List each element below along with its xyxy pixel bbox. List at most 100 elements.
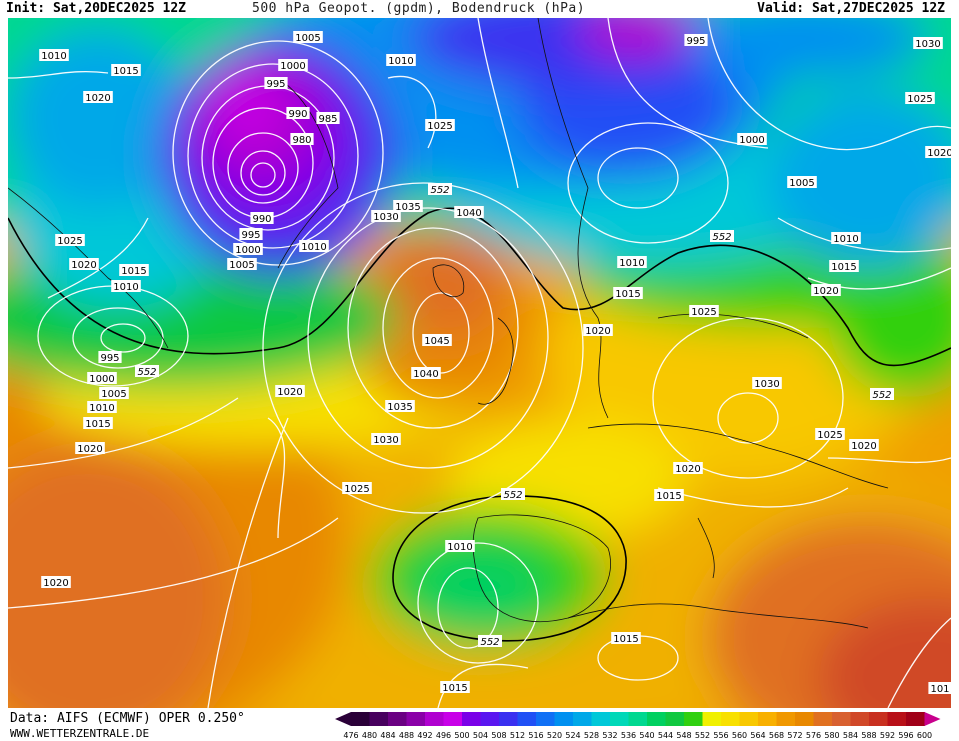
legend-level-label: 524 [565, 731, 580, 740]
pressure-label: 1010 [301, 242, 326, 253]
pressure-label-bg [39, 49, 69, 61]
legend-level-label: 476 [343, 731, 358, 740]
legend-swatch [832, 712, 851, 726]
legend-swatch [610, 712, 629, 726]
legend-level-label: 576 [806, 731, 821, 740]
legend-level-label: 588 [861, 731, 876, 740]
legend-swatch [425, 712, 444, 726]
pressure-label-bg [393, 200, 423, 212]
legend-level-label: 488 [399, 731, 414, 740]
pressure-label-bg [227, 258, 257, 270]
pressure-label: 1000 [89, 374, 114, 385]
label-552: 552 [137, 367, 156, 378]
pressure-label: 1030 [373, 212, 398, 223]
pressure-label: 995 [686, 36, 705, 47]
pressure-label: 1005 [295, 33, 320, 44]
pressure-label-bg [264, 77, 288, 89]
pressure-label: 995 [241, 230, 260, 241]
legend-swatch [554, 712, 574, 726]
pressure-label: 1010 [89, 403, 114, 414]
pressure-label-bg [83, 417, 113, 429]
pressure-label-bg [583, 324, 613, 336]
legend-level-label: 536 [621, 731, 636, 740]
pressure-label-bg [422, 334, 452, 346]
pressure-label: 1030 [754, 379, 779, 390]
pressure-label-bg [815, 428, 845, 440]
legend-level-label: 540 [639, 731, 654, 740]
labels-552: 552 552 552 552 552 552 [135, 183, 894, 648]
pressure-label-bg [673, 462, 703, 474]
legend-swatch [850, 712, 870, 726]
pressure-label-bg [905, 92, 935, 104]
pressure-label-bg [928, 682, 951, 694]
pressure-label: 1005 [101, 389, 126, 400]
pressure-label: 1030 [915, 39, 940, 50]
legend-swatch [462, 712, 481, 726]
legend-level-label: 572 [787, 731, 802, 740]
pressure-label: 1035 [395, 202, 420, 213]
pressure-label: 1005 [789, 178, 814, 189]
legend-swatch [721, 712, 740, 726]
pressure-label-bg [342, 482, 372, 494]
pressure-label-bg [371, 210, 401, 222]
pressure-label: 1025 [57, 236, 82, 247]
pressure-label-bg [684, 34, 708, 46]
legend-swatch [591, 712, 611, 726]
pressure-label-bg [119, 264, 149, 276]
pressure-label: 1015 [656, 491, 681, 502]
pressure-label-bg [99, 387, 129, 399]
legend-level-label: 532 [602, 731, 617, 740]
pressure-label: 1015 [442, 683, 467, 694]
legend-level-label: 548 [676, 731, 691, 740]
legend-swatch [702, 712, 722, 726]
pressure-label-bg [275, 385, 305, 397]
pressure-label-bg [87, 372, 117, 384]
legend-level-label: 496 [436, 731, 451, 740]
footer-bar: Data: AIFS (ECMWF) OPER 0.250° WWW.WETTE… [0, 708, 959, 741]
legend-level-label: 584 [843, 731, 858, 740]
legend-level-label: 592 [880, 731, 895, 740]
pressure-label-bg [83, 91, 113, 103]
legend-swatch [351, 712, 370, 726]
pressure-label: 1010 [41, 51, 66, 62]
color-legend: 476 480 484 488 492 496 500 504 508 512 516 520 524 5… [335, 712, 941, 740]
legend-swatch [443, 712, 463, 726]
legend-arrow-left [335, 712, 351, 726]
init-time: Init: Sat,20DEC2025 12Z [6, 1, 187, 16]
pressure-label: 1045 [424, 336, 449, 347]
pressure-label-bg [385, 400, 415, 412]
legend-level-label: 512 [510, 731, 525, 740]
label-552: 552 [430, 185, 449, 196]
pressure-label-bg [278, 59, 308, 71]
pressure-label: 1030 [373, 435, 398, 446]
pressure-label-bg [290, 133, 314, 145]
pressure-label-bg [925, 146, 951, 158]
pressure-label-bg [913, 37, 943, 49]
pressure-label-bg [75, 442, 105, 454]
pressure-label-bg [111, 64, 141, 76]
legend-level-label: 520 [547, 731, 562, 740]
pressure-label: 1010 [388, 56, 413, 67]
legend-level-label: 516 [528, 731, 543, 740]
pressure-label: 1025 [907, 94, 932, 105]
legend-swatch [869, 712, 888, 726]
legend-level-label: 556 [713, 731, 728, 740]
pressure-label: 1000 [280, 61, 305, 72]
pressure-label: 1015 [121, 266, 146, 277]
pressure-label-bg [849, 439, 879, 451]
legend-swatch [647, 712, 666, 726]
pressure-label-bg [98, 351, 122, 363]
pressure-label: 1025 [427, 121, 452, 132]
legend-swatch [517, 712, 537, 726]
pressure-label: 1025 [344, 484, 369, 495]
pressure-label-bg [386, 54, 416, 66]
pressure-label-bg [454, 206, 484, 218]
pressure-label: 1020 [675, 464, 700, 475]
pressure-label-bg [617, 256, 647, 268]
pressure-label-bg [411, 367, 441, 379]
label-552: 552 [480, 637, 499, 648]
label-552: 552 [872, 390, 891, 401]
legend-swatch [758, 712, 777, 726]
label-552: 552 [712, 232, 731, 243]
legend-labels: 476 480 484 488 492 496 500 504 508 512 516 520 524 5… [343, 731, 932, 740]
